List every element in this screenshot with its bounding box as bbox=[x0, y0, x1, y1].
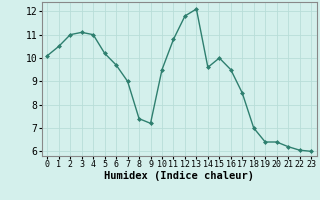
X-axis label: Humidex (Indice chaleur): Humidex (Indice chaleur) bbox=[104, 171, 254, 181]
